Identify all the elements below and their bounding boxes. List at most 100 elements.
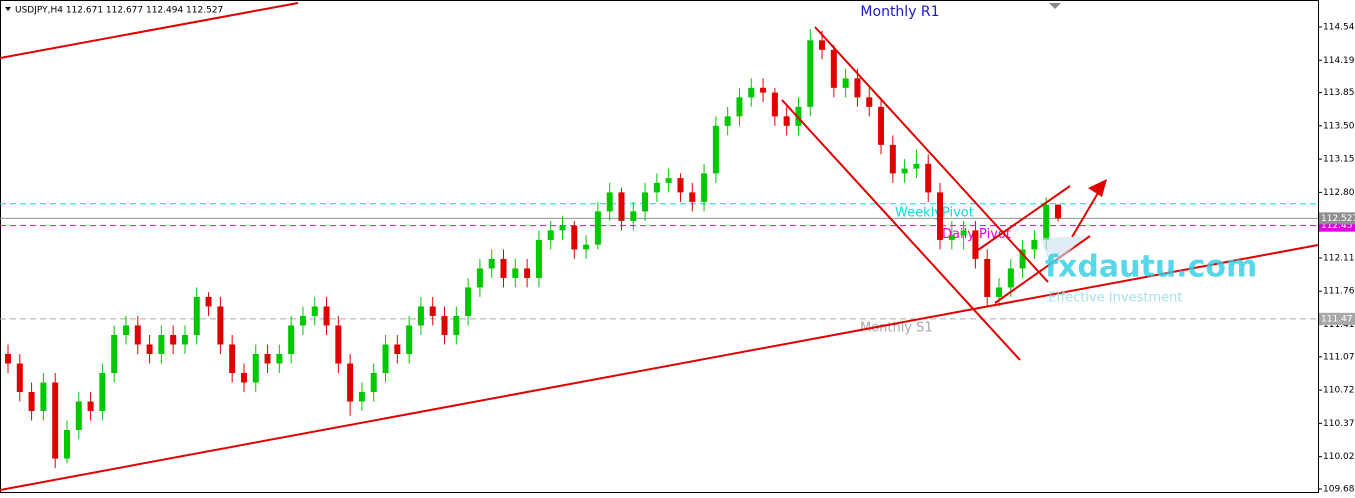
y-tick-label: 109.680 [1323,484,1355,494]
y-tick-label: 111.070 [1323,352,1355,362]
y-tick-label: 111.760 [1323,287,1355,297]
y-tick-label: 110.370 [1323,419,1355,429]
candle-body [488,258,495,269]
candle-body [52,382,59,459]
candle-body [724,116,731,126]
candle-body [807,40,814,107]
candle-body [760,87,767,93]
candle-body [205,296,212,307]
candle-body [594,211,601,245]
candle-body [429,306,436,316]
candle-body [972,230,979,259]
wedge-shade [1040,236,1085,268]
candle-body [535,239,542,278]
trend-line [0,2,299,59]
candle-body [677,178,684,193]
candle-body [665,178,672,183]
candle-body [842,78,849,88]
candle-body [122,325,129,335]
y-tick-label: 112.110 [1323,253,1355,263]
candle-body [87,401,94,412]
candle-body [1031,239,1038,250]
chart-title: USDJPY,H4 112.671 112.677 112.494 112.52… [15,6,223,16]
candle-body [40,382,47,412]
trend-line [994,235,1091,304]
candle-body [571,225,578,250]
period-marker [1049,3,1061,9]
price-tag-label: 112.527 [1321,214,1355,224]
candle-body [547,230,554,240]
candle-body [1019,249,1026,269]
candle-body [299,315,306,326]
trend-line [781,99,1021,361]
candle-body [996,287,1003,297]
candle-body [264,353,271,364]
candle-body [63,430,70,459]
candle-body [583,244,590,250]
candle-body [937,192,944,240]
candle-body [358,392,365,402]
candle-body [16,363,23,393]
trend-line [814,26,1049,283]
price-axis: 114.540 114.190 113.850 113.500 113.150 112.8… [1318,22,1355,494]
price-tag-label: 112.45 [1321,221,1353,231]
candle-body [75,401,82,431]
candle-body [653,182,660,193]
candle-body [889,144,896,174]
y-tick-label: 114.190 [1323,56,1355,66]
candle-body [406,325,413,354]
level-label: Monthly S1 [860,320,933,335]
candle-body [158,334,165,354]
candle-body [1055,204,1061,219]
y-tick-label: 112.800 [1323,188,1355,198]
candle-body [311,306,318,316]
candle-body [5,353,11,364]
y-tick-label: 114.540 [1323,22,1355,32]
candle-body [134,325,141,345]
candle-body [712,125,719,174]
level-label: Monthly R1 [860,4,939,20]
watermark: fxdautu.com [1045,250,1257,285]
price-tag [1319,312,1355,325]
candle-body [830,49,837,88]
y-tick-label: 110.020 [1323,452,1355,462]
y-tick-label: 113.850 [1323,88,1355,98]
candle-body [901,168,908,174]
candle-body [229,344,236,373]
candle-body [217,306,224,345]
candle-body [512,268,519,278]
trend-line [0,244,1319,491]
candle-body [476,268,483,288]
candle-body [382,344,389,373]
candle-body [347,363,354,402]
arrow [1071,192,1099,238]
candle-body [181,334,188,345]
price-tag-label: 111.47 [1321,314,1353,324]
level-label: WeeklyPivot [895,205,974,220]
candle-body [276,353,283,364]
candle-body [441,315,448,335]
y-tick-label: 113.150 [1323,155,1355,165]
candle-body [984,258,991,297]
trend-line [977,185,1071,251]
candle-body [99,372,106,412]
candle-body [417,306,424,326]
candle-body [252,353,259,383]
menu-arrow [5,7,11,11]
y-tick-label: 111.410 [1323,320,1355,330]
candle-body [28,392,35,412]
plot-frame [0,0,1319,493]
candle-body [323,306,330,326]
candle-body [606,192,613,212]
candle-body [394,344,401,354]
candle-body [240,372,247,383]
candle-body [748,87,755,98]
candle-body [783,116,790,126]
candle-body [465,287,472,316]
price-tag [1319,212,1355,225]
candle-body [193,296,200,335]
candle-body [630,211,637,221]
candle-body [854,78,861,98]
candle-body [370,372,377,393]
